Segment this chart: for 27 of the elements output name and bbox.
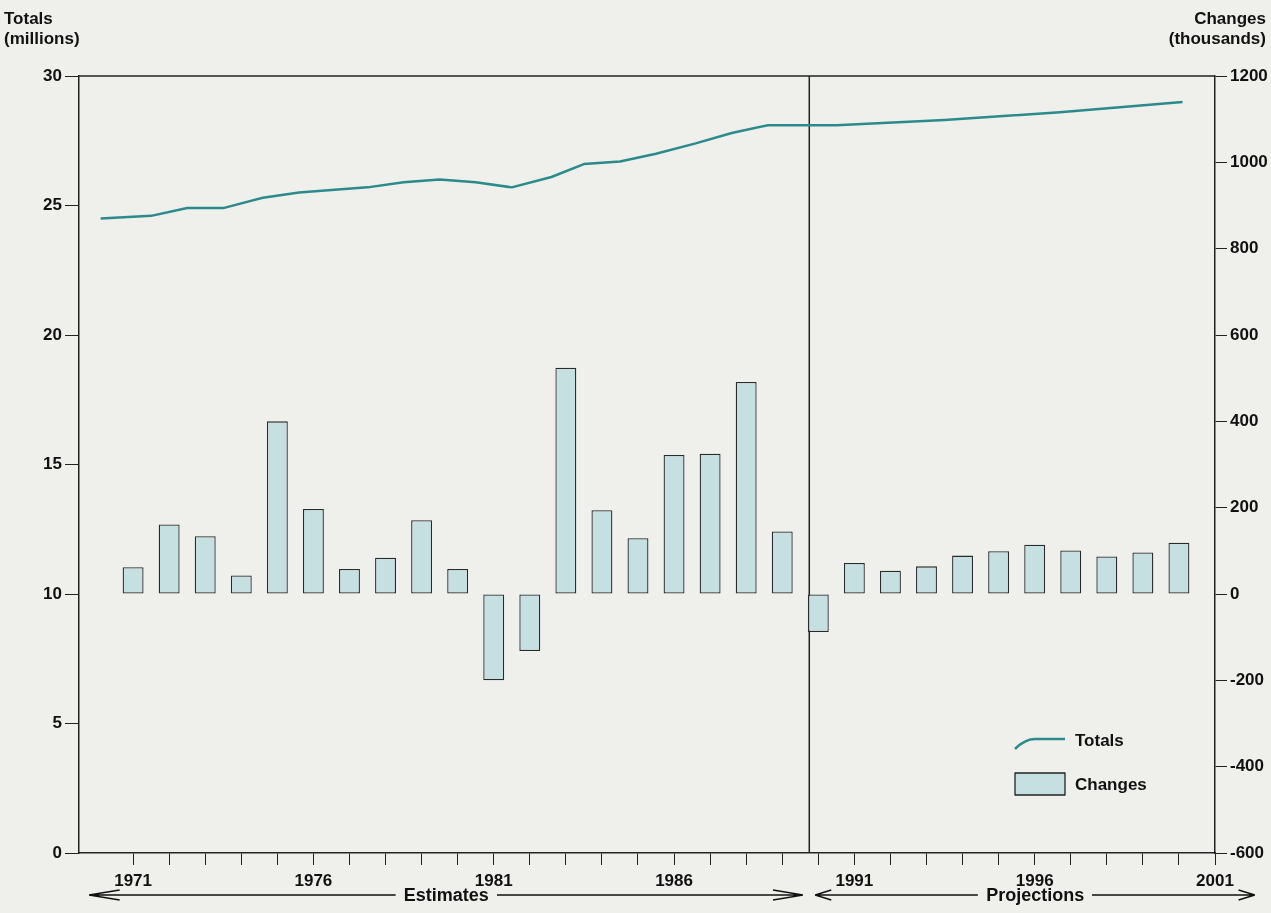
y2-axis-title: Changes (thousands) [1168,9,1266,48]
y2-tick-label: 600 [1230,324,1259,344]
y2-tick-label: 800 [1230,238,1259,258]
y2-tick-label: 1000 [1230,152,1268,172]
x-tick-label: 2001 [1196,870,1234,890]
y2-tick-label: 0 [1230,583,1240,603]
y-tick-label: 5 [52,713,62,733]
y-tick-label: 20 [43,324,62,344]
y-tick-label: 0 [52,842,62,862]
x-tick-label: 1976 [294,870,333,890]
y-tick-label: 10 [43,583,62,603]
legend-label: Totals [1075,730,1124,750]
x-tick-label: 1991 [835,870,874,890]
x-tick-label: 1981 [474,870,513,890]
y2-tick-label: -600 [1230,842,1265,862]
y2-tick-label: 1200 [1230,65,1268,85]
y-tick-label: 15 [43,454,62,474]
y2-tick-label: -400 [1230,756,1265,776]
x-tick-label: 1986 [655,870,693,890]
y2-tick-label: 400 [1230,411,1259,431]
y-axis-title: Totals (millions) [4,9,80,48]
y2-tick-label: -200 [1230,670,1265,690]
y-tick-label: 30 [43,65,62,85]
y-tick-label: 25 [43,195,62,215]
legend-label: Changes [1075,774,1147,794]
x-tick-label: 1971 [114,870,153,890]
y2-tick-label: 200 [1230,497,1259,517]
